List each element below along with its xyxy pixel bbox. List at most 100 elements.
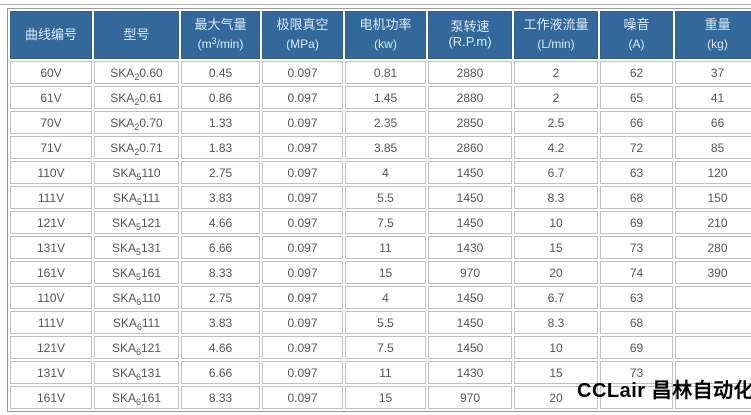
value-cell: 74 [600, 261, 673, 284]
value-cell: 37 [675, 61, 751, 84]
model-cell: SKA6161 [94, 386, 179, 409]
value-cell: 3.83 [181, 311, 260, 334]
value-cell: 1430 [428, 236, 512, 259]
model-cell: SKA6111 [94, 311, 179, 334]
value-cell: 970 [428, 386, 512, 409]
value-cell: 62 [600, 61, 673, 84]
value-cell [675, 286, 751, 309]
value-cell: 15 [514, 361, 598, 384]
value-cell: 0.86 [181, 86, 260, 109]
value-cell: 4 [345, 161, 426, 184]
value-cell: 8.33 [181, 386, 260, 409]
curve-number-cell: 61V [10, 86, 92, 109]
value-cell: 5.5 [345, 186, 426, 209]
value-cell: 0.097 [262, 311, 343, 334]
header-row: 曲线编号 型号 最大气量 (m3/min) 极限真空 (MPa) 电机功率 (kw) 泵转速(R… [10, 11, 751, 59]
value-cell: 0.097 [262, 336, 343, 359]
table-row: 71V SKA20.71 1.83 0.097 3.85 2860 4.2 72 85 [10, 136, 751, 159]
table-header: 曲线编号 型号 最大气量 (m3/min) 极限真空 (MPa) 电机功率 (kw) 泵转速(R… [10, 11, 751, 59]
curve-number-cell: 70V [10, 111, 92, 134]
model-cell: SKA5161 [94, 261, 179, 284]
value-cell: 15 [514, 236, 598, 259]
value-cell: 69 [600, 336, 673, 359]
value-cell: 0.45 [181, 61, 260, 84]
column-header-6: 泵转速(R.P.m) [428, 11, 512, 59]
curve-number-cell: 71V [10, 136, 92, 159]
model-cell: SKA5121 [94, 211, 179, 234]
value-cell: 0.097 [262, 211, 343, 234]
value-cell: 1.83 [181, 136, 260, 159]
value-cell: 1450 [428, 211, 512, 234]
value-cell: 1430 [428, 361, 512, 384]
value-cell: 8.3 [514, 186, 598, 209]
curve-number-cell: 111V [10, 311, 92, 334]
table-row: 111V SKA6111 3.83 0.097 5.5 1450 8.3 68 [10, 311, 751, 334]
column-header-9: 重量 (kg) [675, 11, 751, 59]
value-cell: 1.33 [181, 111, 260, 134]
value-cell [675, 361, 751, 384]
value-cell: 68 [600, 311, 673, 334]
value-cell: 0.097 [262, 186, 343, 209]
value-cell: 7.5 [345, 211, 426, 234]
value-cell: 2.5 [514, 111, 598, 134]
value-cell: 1450 [428, 286, 512, 309]
value-cell: 0.097 [262, 161, 343, 184]
model-cell: SKA20.61 [94, 86, 179, 109]
value-cell: 73 [600, 236, 673, 259]
value-cell: 210 [675, 211, 751, 234]
value-cell: 0.097 [262, 86, 343, 109]
value-cell: 150 [675, 186, 751, 209]
value-cell: 65 [600, 86, 673, 109]
value-cell: 7.5 [345, 336, 426, 359]
column-header-5: 电机功率 (kw) [345, 11, 426, 59]
table-row: 121V SKA5121 4.66 0.097 7.5 1450 10 69 210 [10, 211, 751, 234]
value-cell: 10 [514, 211, 598, 234]
table-row: 70V SKA20.70 1.33 0.097 2.35 2850 2.5 66 66 [10, 111, 751, 134]
curve-number-cell: 111V [10, 186, 92, 209]
value-cell: 85 [675, 136, 751, 159]
value-cell: 1450 [428, 336, 512, 359]
value-cell: 2.35 [345, 111, 426, 134]
table-body: 60V SKA20.60 0.45 0.097 0.81 2880 2 62 37 61V SKA2… [10, 61, 751, 409]
column-header-7: 工作液流量 (L/min) [514, 11, 598, 59]
value-cell: 0.097 [262, 261, 343, 284]
value-cell: 2.75 [181, 161, 260, 184]
value-cell: 15 [345, 386, 426, 409]
model-cell: SKA5110 [94, 161, 179, 184]
table-row: 131V SKA5131 6.66 0.097 11 1430 15 73 280 [10, 236, 751, 259]
model-cell: SKA20.71 [94, 136, 179, 159]
value-cell [675, 336, 751, 359]
curve-number-cell: 121V [10, 336, 92, 359]
value-cell: 63 [600, 161, 673, 184]
value-cell: 0.097 [262, 236, 343, 259]
value-cell [675, 311, 751, 334]
column-header-4: 极限真空 (MPa) [262, 11, 343, 59]
value-cell: 970 [428, 261, 512, 284]
value-cell: 0.097 [262, 286, 343, 309]
value-cell: 6.7 [514, 161, 598, 184]
table-row: 110V SKA6110 2.75 0.097 4 1450 6.7 63 [10, 286, 751, 309]
model-cell: SKA6121 [94, 336, 179, 359]
curve-number-cell: 131V [10, 236, 92, 259]
value-cell: 0.097 [262, 136, 343, 159]
value-cell: 1450 [428, 311, 512, 334]
value-cell: 2880 [428, 61, 512, 84]
value-cell [600, 386, 673, 409]
value-cell: 280 [675, 236, 751, 259]
value-cell: 20 [514, 386, 598, 409]
value-cell: 41 [675, 86, 751, 109]
value-cell: 4.2 [514, 136, 598, 159]
value-cell: 2880 [428, 86, 512, 109]
value-cell: 10 [514, 336, 598, 359]
column-header-2: 型号 [94, 11, 179, 59]
value-cell: 390 [675, 261, 751, 284]
value-cell: 66 [600, 111, 673, 134]
value-cell: 6.66 [181, 236, 260, 259]
pump-spec-table: 曲线编号 型号 最大气量 (m3/min) 极限真空 (MPa) 电机功率 (kw) 泵转速(R… [7, 8, 751, 412]
curve-number-cell: 131V [10, 361, 92, 384]
value-cell: 72 [600, 136, 673, 159]
value-cell: 4 [345, 286, 426, 309]
value-cell: 1450 [428, 186, 512, 209]
value-cell: 3.83 [181, 186, 260, 209]
